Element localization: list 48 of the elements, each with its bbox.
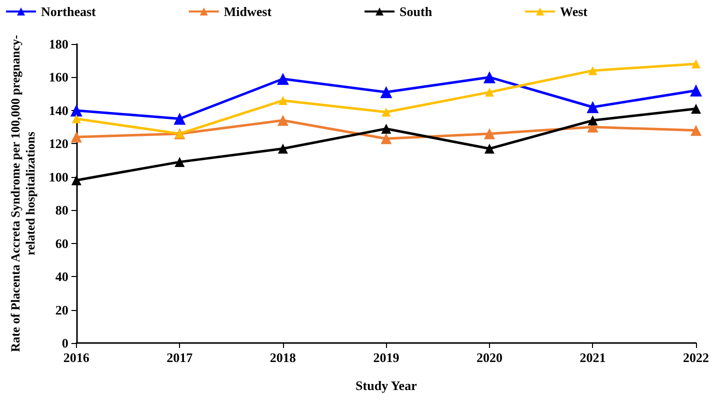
point xyxy=(278,96,288,105)
point xyxy=(588,115,598,126)
y-tick-label: 100 xyxy=(48,169,68,184)
point xyxy=(690,124,702,136)
point xyxy=(71,175,82,186)
point xyxy=(690,84,702,97)
point xyxy=(72,114,81,124)
legend-label: West xyxy=(560,4,588,19)
point xyxy=(692,59,700,68)
y-tick-label: 0 xyxy=(62,336,68,350)
point xyxy=(174,156,185,167)
x-axis-title: Study Year xyxy=(356,378,418,393)
point xyxy=(70,132,82,143)
y-tick-label: 160 xyxy=(48,70,68,85)
y-tick-label: 20 xyxy=(55,302,68,318)
point xyxy=(691,104,701,114)
point xyxy=(484,88,494,97)
x-tick-label: 2020 xyxy=(476,350,502,365)
point xyxy=(276,72,289,85)
legend-label: Northeast xyxy=(41,4,97,19)
y-axis-title: Rate of Placenta Accreta Syndrome per 100,000 pregnancy- related hospitalizations xyxy=(8,34,38,352)
x-tick-label: 2018 xyxy=(270,350,296,365)
point xyxy=(382,108,391,117)
point xyxy=(586,101,599,114)
point xyxy=(484,144,494,154)
y-tick-label: 80 xyxy=(55,202,68,218)
point xyxy=(381,124,392,134)
point xyxy=(70,104,82,116)
legend-label: South xyxy=(400,4,433,19)
x-tick-label: 2019 xyxy=(373,350,400,365)
point xyxy=(277,114,288,126)
x-tick-label: 2021 xyxy=(580,350,606,365)
y-tick-label: 60 xyxy=(55,236,68,251)
y-tick-label: 40 xyxy=(55,269,68,284)
point xyxy=(484,128,495,140)
x-tick-label: 2016 xyxy=(63,350,90,365)
x-tick-label: 2022 xyxy=(683,350,709,365)
point xyxy=(380,133,392,144)
point xyxy=(588,66,598,76)
legend-label: Midwest xyxy=(224,4,272,19)
point xyxy=(380,86,392,98)
point xyxy=(174,112,186,125)
point xyxy=(278,144,288,154)
y-tick-label: 180 xyxy=(48,36,68,52)
y-tick-label: 140 xyxy=(48,102,68,118)
point xyxy=(483,71,496,84)
x-tick-label: 2017 xyxy=(166,350,194,365)
y-tick-label: 120 xyxy=(48,136,68,152)
